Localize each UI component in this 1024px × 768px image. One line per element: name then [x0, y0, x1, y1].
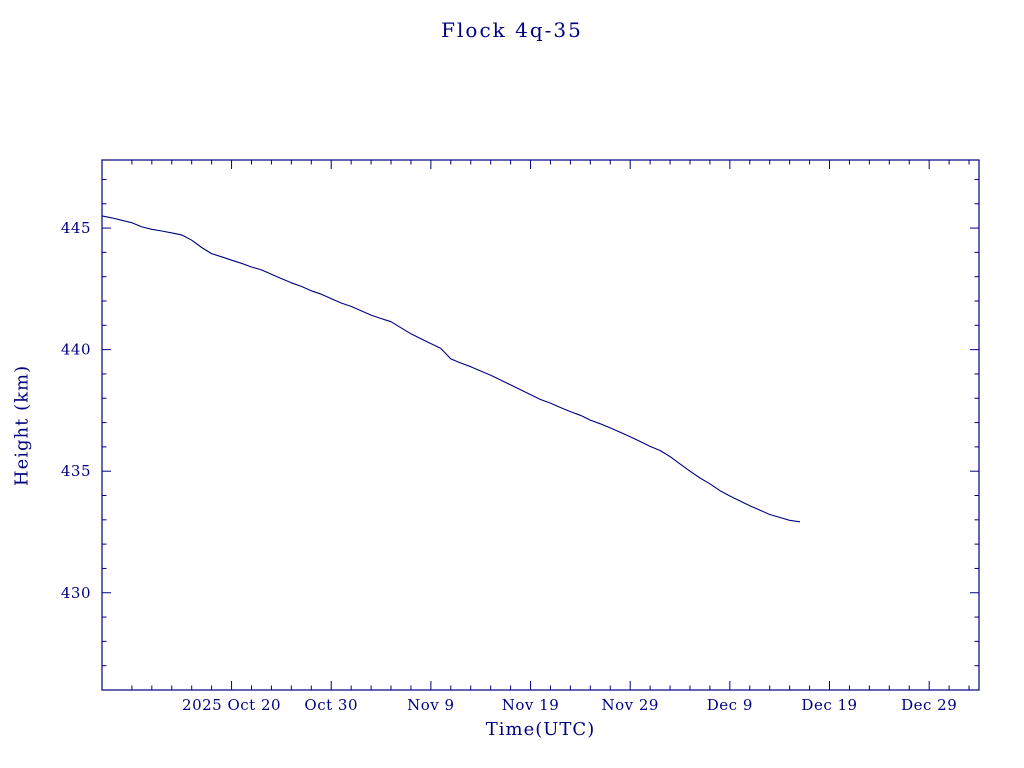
x-tick-label: Nov 29 [601, 696, 659, 714]
x-tick-label: Nov 19 [502, 696, 560, 714]
plot-border [101, 159, 980, 691]
x-tick-label: Dec 29 [901, 696, 957, 714]
x-tick-label: Nov 9 [407, 696, 454, 714]
height-series-line [101, 215, 801, 523]
y-tick-label: 435 [61, 462, 91, 480]
x-tick-label: Dec 9 [707, 696, 753, 714]
y-tick-label: 430 [61, 584, 91, 602]
x-tick-label: Oct 30 [304, 696, 358, 714]
x-tick-label: 2025 Oct 20 [182, 696, 281, 714]
x-tick-label: Dec 19 [801, 696, 857, 714]
x-axis-label: Time(UTC) [485, 719, 596, 740]
y-axis-label: Height (km) [11, 364, 33, 487]
chart-title: Flock 4q-35 [441, 18, 583, 42]
y-tick-label: 440 [61, 341, 91, 359]
y-tick-label: 445 [61, 219, 91, 237]
